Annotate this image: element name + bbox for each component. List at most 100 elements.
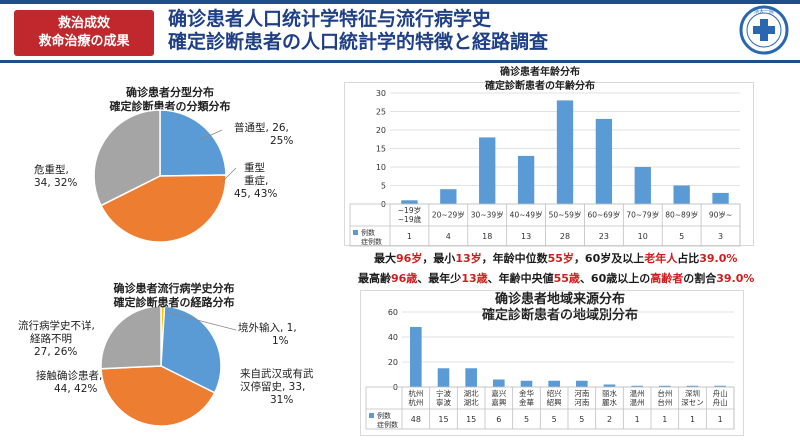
region-category-1-1: 寧波: [436, 397, 451, 407]
age-ytick-1: 5: [381, 182, 386, 191]
hospital-logo-emblem-icon: 浙大一院: [739, 5, 789, 55]
stats-jp-part-4: 、年齢中央値: [487, 272, 554, 285]
region-category-2-1: 湖北: [464, 398, 479, 407]
region-bar-5: [548, 380, 560, 387]
region-value-9: 1: [662, 415, 667, 424]
history-pie-slice-1: [160, 305, 222, 394]
history-chart-title-cn: 确诊患者流行病学史分布: [113, 282, 235, 295]
stats-cn-part-1: 96岁: [396, 252, 423, 265]
age-value-6: 10: [638, 232, 648, 241]
age-legend-label-2: 症例数: [361, 237, 382, 246]
type-leader-normal: [199, 129, 223, 141]
stats-jp-part-7: 高齢者: [650, 272, 684, 285]
stats-jp-part-2: 、最年少: [417, 272, 462, 285]
region-category-6-1: 河南: [574, 397, 589, 407]
region-category-3-1: 嘉興: [491, 397, 506, 407]
region-category-4-0: 金华: [519, 388, 534, 398]
type-label-critical-value: 34, 32%: [34, 177, 78, 189]
history-label-unknown-1: 流行病学史不详,: [18, 320, 95, 332]
region-bar-3: [493, 379, 505, 387]
age-chart-title: 确诊患者年龄分布 確定診断患者の年齢分布: [440, 66, 640, 94]
stats-cn-part-0: 最大: [374, 252, 396, 265]
age-chart-panel: [344, 82, 754, 246]
stats-cn-part-6: ，60岁及以上: [573, 252, 645, 265]
age-value-7: 5: [679, 232, 684, 241]
header-divider: [0, 60, 800, 63]
age-bar-1: [440, 189, 457, 204]
stats-jp-part-5: 55歳: [553, 272, 580, 285]
type-pie-slice-1: [99, 174, 227, 243]
type-chart-title: 确诊患者分型分布 確定診断患者の分類分布: [70, 86, 270, 114]
age-ytick-5: 25: [376, 108, 386, 117]
stats-cn-part-9: 39.0%: [699, 252, 738, 265]
region-value-4: 5: [524, 415, 529, 424]
region-chart-panel: [360, 290, 744, 436]
region-bar-11: [714, 385, 726, 387]
age-bar-4: [556, 100, 574, 204]
age-category-4-0: 50~59岁: [549, 210, 582, 220]
region-ytick-1: 20: [388, 358, 398, 367]
region-category-1-0: 宁波: [436, 388, 451, 398]
history-label-contact-1: 接触确诊患者,: [36, 370, 103, 382]
age-bar-8: [712, 192, 729, 204]
page-title-line-2: 確定診断患者の人口統計学的特徴と経路調査: [168, 31, 549, 53]
age-value-2: 18: [482, 232, 492, 241]
age-category-2-0: 30~39岁: [471, 210, 504, 220]
region-category-7-0: 丽水: [602, 388, 617, 398]
age-category-0-1: ~19歳: [398, 214, 422, 224]
stats-cn-part-3: 13岁: [455, 252, 482, 265]
history-leader-abroad: [165, 311, 237, 331]
age-value-4: 28: [560, 232, 570, 241]
age-bar-6: [634, 167, 651, 204]
region-category-10-1: 深セン: [681, 398, 704, 407]
type-pie-slice-0: [159, 109, 227, 177]
region-bar-8: [631, 385, 643, 387]
region-category-5-1: 紹興: [547, 397, 562, 407]
history-label-wuhan-3: 31%: [270, 394, 294, 406]
age-bar-2: [479, 137, 496, 204]
page-title-line-1: 确诊患者人口统计学特征与流行病学史: [168, 8, 492, 30]
history-label-unknown-2: 経路不明: [30, 333, 72, 345]
region-chart-title-cn: 确诊患者地域来源分布: [494, 292, 625, 307]
history-label-wuhan-1: 来自武汉或有武: [240, 368, 314, 380]
stats-cn-part-7: 老年人: [644, 252, 678, 265]
age-bar-5: [595, 118, 613, 204]
region-category-11-0: 舟山: [713, 388, 728, 398]
region-category-9-1: 台州: [657, 397, 672, 407]
type-chart-title-cn: 确诊患者分型分布: [126, 86, 214, 99]
region-value-11: 1: [718, 415, 723, 424]
history-pie-slice-2: [100, 365, 216, 427]
type-label-severe: 重型 重症, 45, 43%: [234, 162, 277, 201]
badge-line-2: 救命治療の成果: [38, 34, 130, 49]
region-category-3-0: 嘉兴: [491, 388, 506, 398]
age-chart-title-jp: 確定診断患者の年齢分布: [485, 81, 595, 92]
history-label-unknown: 流行病学史不详, 経路不明 27, 26%: [18, 320, 95, 359]
hospital-logo: 浙大一院: [736, 4, 792, 56]
stats-cn-part-2: ，最小: [422, 252, 456, 265]
age-category-0-0: ~19岁: [398, 205, 421, 215]
age-value-8: 3: [718, 232, 723, 241]
page-title: 确诊患者人口统计学特征与流行病学史 確定診断患者の人口統計学的特徴と経路調査: [168, 8, 728, 54]
logo-text: 浙大一院: [754, 8, 774, 15]
stats-jp-part-6: 、60歳以上の: [579, 272, 651, 285]
region-value-10: 1: [690, 415, 695, 424]
region-legend-swatch: [369, 413, 374, 418]
region-legend-label-2: 症例数: [377, 420, 398, 429]
history-pie-slice-3: [100, 305, 162, 370]
region-bar-9: [659, 385, 671, 387]
region-ytick-2: 40: [388, 333, 398, 342]
region-category-0-1: 杭州: [408, 397, 423, 407]
region-category-11-1: 舟山: [713, 397, 728, 407]
type-pie-slice-2: [93, 109, 161, 207]
region-value-2: 15: [466, 415, 476, 424]
region-value-6: 5: [579, 415, 584, 424]
history-label-contact: 接触确诊患者, 44, 42%: [36, 370, 102, 396]
age-stats-jp: 最高齢96歳、最年少13歳、年齢中央値55歳、60歳以上の高齢者の割合39.0%: [358, 270, 754, 286]
region-legend-label-1: 例数: [377, 411, 391, 420]
age-legend-label-1: 例数: [361, 228, 375, 237]
age-value-0: 1: [407, 232, 412, 241]
age-category-3-0: 40~49岁: [510, 210, 543, 220]
region-category-8-0: 温州: [630, 389, 645, 398]
